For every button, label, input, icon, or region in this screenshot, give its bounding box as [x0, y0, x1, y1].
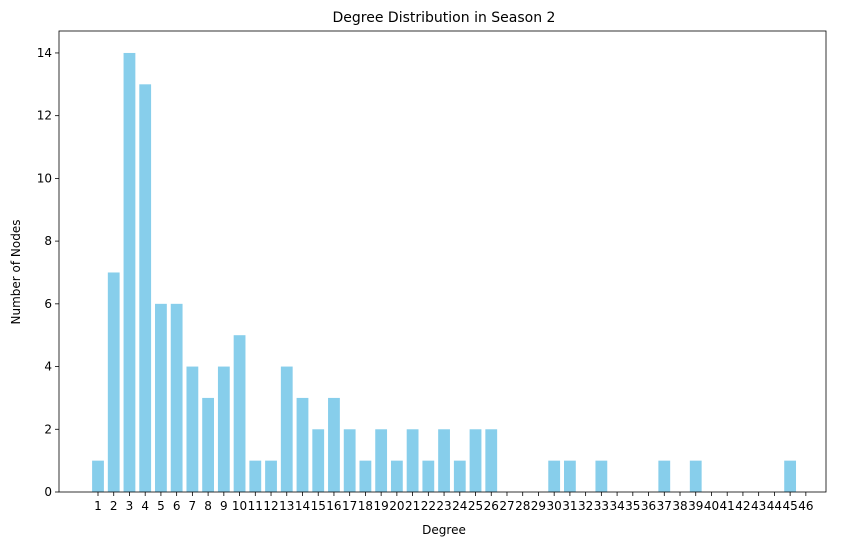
bar-8 — [202, 397, 215, 492]
bar-10 — [233, 335, 246, 492]
bar-12 — [265, 460, 277, 492]
bar-6 — [170, 303, 183, 492]
bar-9 — [217, 366, 230, 492]
bar-30 — [548, 460, 561, 492]
x-tick-label: 20 — [389, 499, 404, 513]
x-tick-label: 15 — [311, 499, 326, 513]
x-tick-label: 34 — [609, 499, 624, 513]
y-tick-label: 8 — [44, 234, 52, 248]
x-tick-label: 18 — [358, 499, 373, 513]
bar-24 — [453, 460, 466, 492]
x-tick-label: 42 — [735, 499, 750, 513]
bar-16 — [328, 397, 340, 492]
x-tick-label: 38 — [672, 499, 687, 513]
bar-4 — [139, 84, 152, 492]
bar-26 — [485, 429, 498, 492]
y-tick-label: 12 — [37, 109, 52, 123]
y-axis-ticks: 0 2 4 6 8 10 12 14 — [37, 46, 59, 499]
bar-21 — [406, 429, 419, 492]
x-tick-label: 6 — [173, 499, 181, 513]
bar-20 — [390, 460, 403, 492]
x-tick-label: 28 — [515, 499, 530, 513]
x-tick-label: 14 — [295, 499, 310, 513]
x-tick-label: 19 — [373, 499, 388, 513]
x-tick-label: 39 — [688, 499, 703, 513]
bar-18 — [359, 460, 372, 492]
x-tick-label: 41 — [720, 499, 735, 513]
y-tick-label: 2 — [44, 422, 52, 436]
bar-23 — [438, 429, 450, 492]
bar-39 — [689, 460, 702, 492]
x-tick-label: 37 — [657, 499, 672, 513]
chart-title: Degree Distribution in Season 2 — [333, 10, 556, 26]
bar-1 — [92, 460, 104, 492]
y-tick-label: 0 — [44, 485, 52, 499]
bar-45 — [784, 460, 797, 492]
x-tick-label: 7 — [189, 499, 197, 513]
x-tick-label: 10 — [232, 499, 247, 513]
bars — [92, 52, 797, 492]
x-tick-label: 36 — [641, 499, 656, 513]
x-tick-label: 17 — [342, 499, 357, 513]
x-tick-label: 32 — [578, 499, 593, 513]
bar-25 — [469, 429, 482, 492]
y-tick-label: 14 — [37, 46, 52, 60]
plot-frame — [58, 30, 827, 493]
x-tick-label: 40 — [704, 499, 719, 513]
x-tick-label: 27 — [499, 499, 514, 513]
bar-33 — [595, 460, 608, 492]
y-tick-label: 6 — [44, 297, 52, 311]
bar-14 — [296, 397, 309, 492]
x-tick-label: 9 — [220, 499, 228, 513]
bar-5 — [155, 303, 167, 492]
bar-3 — [123, 52, 136, 492]
x-tick-label: 4 — [141, 499, 149, 513]
x-axis-ticks: 1 2 3 4 5 6 7 8 9 10 11 12 13 14 15 16 17 18 19 20 21 22 23 24 2… — [94, 492, 813, 513]
x-tick-label: 5 — [157, 499, 165, 513]
x-axis-label: Degree — [422, 523, 466, 537]
x-tick-label: 46 — [798, 499, 813, 513]
x-tick-label: 21 — [405, 499, 420, 513]
x-tick-label: 26 — [484, 499, 499, 513]
x-tick-label: 44 — [767, 499, 782, 513]
bar-19 — [375, 429, 388, 492]
x-tick-label: 25 — [468, 499, 483, 513]
bar-11 — [249, 460, 262, 492]
bar-17 — [343, 429, 356, 492]
bar-31 — [564, 460, 576, 492]
x-tick-label: 1 — [94, 499, 102, 513]
bar-13 — [280, 366, 293, 492]
x-tick-label: 12 — [263, 499, 278, 513]
x-tick-label: 2 — [110, 499, 118, 513]
x-tick-label: 35 — [625, 499, 640, 513]
x-tick-label: 30 — [547, 499, 562, 513]
x-tick-label: 29 — [531, 499, 546, 513]
x-tick-label: 8 — [204, 499, 212, 513]
bar-37 — [658, 460, 671, 492]
x-tick-label: 24 — [452, 499, 467, 513]
x-tick-label: 43 — [751, 499, 766, 513]
bar-2 — [107, 272, 120, 492]
x-tick-label: 3 — [126, 499, 134, 513]
x-tick-label: 22 — [421, 499, 436, 513]
x-tick-label: 11 — [248, 499, 263, 513]
y-tick-label: 10 — [37, 171, 52, 185]
bar-22 — [422, 460, 435, 492]
y-tick-label: 4 — [44, 360, 52, 374]
bar-7 — [186, 366, 199, 492]
x-tick-label: 23 — [436, 499, 451, 513]
x-tick-label: 33 — [594, 499, 609, 513]
y-axis-label: Number of Nodes — [9, 220, 23, 325]
x-tick-label: 13 — [279, 499, 294, 513]
x-tick-label: 45 — [782, 499, 797, 513]
x-tick-label: 16 — [326, 499, 341, 513]
bar-15 — [312, 429, 325, 492]
x-tick-label: 31 — [562, 499, 577, 513]
